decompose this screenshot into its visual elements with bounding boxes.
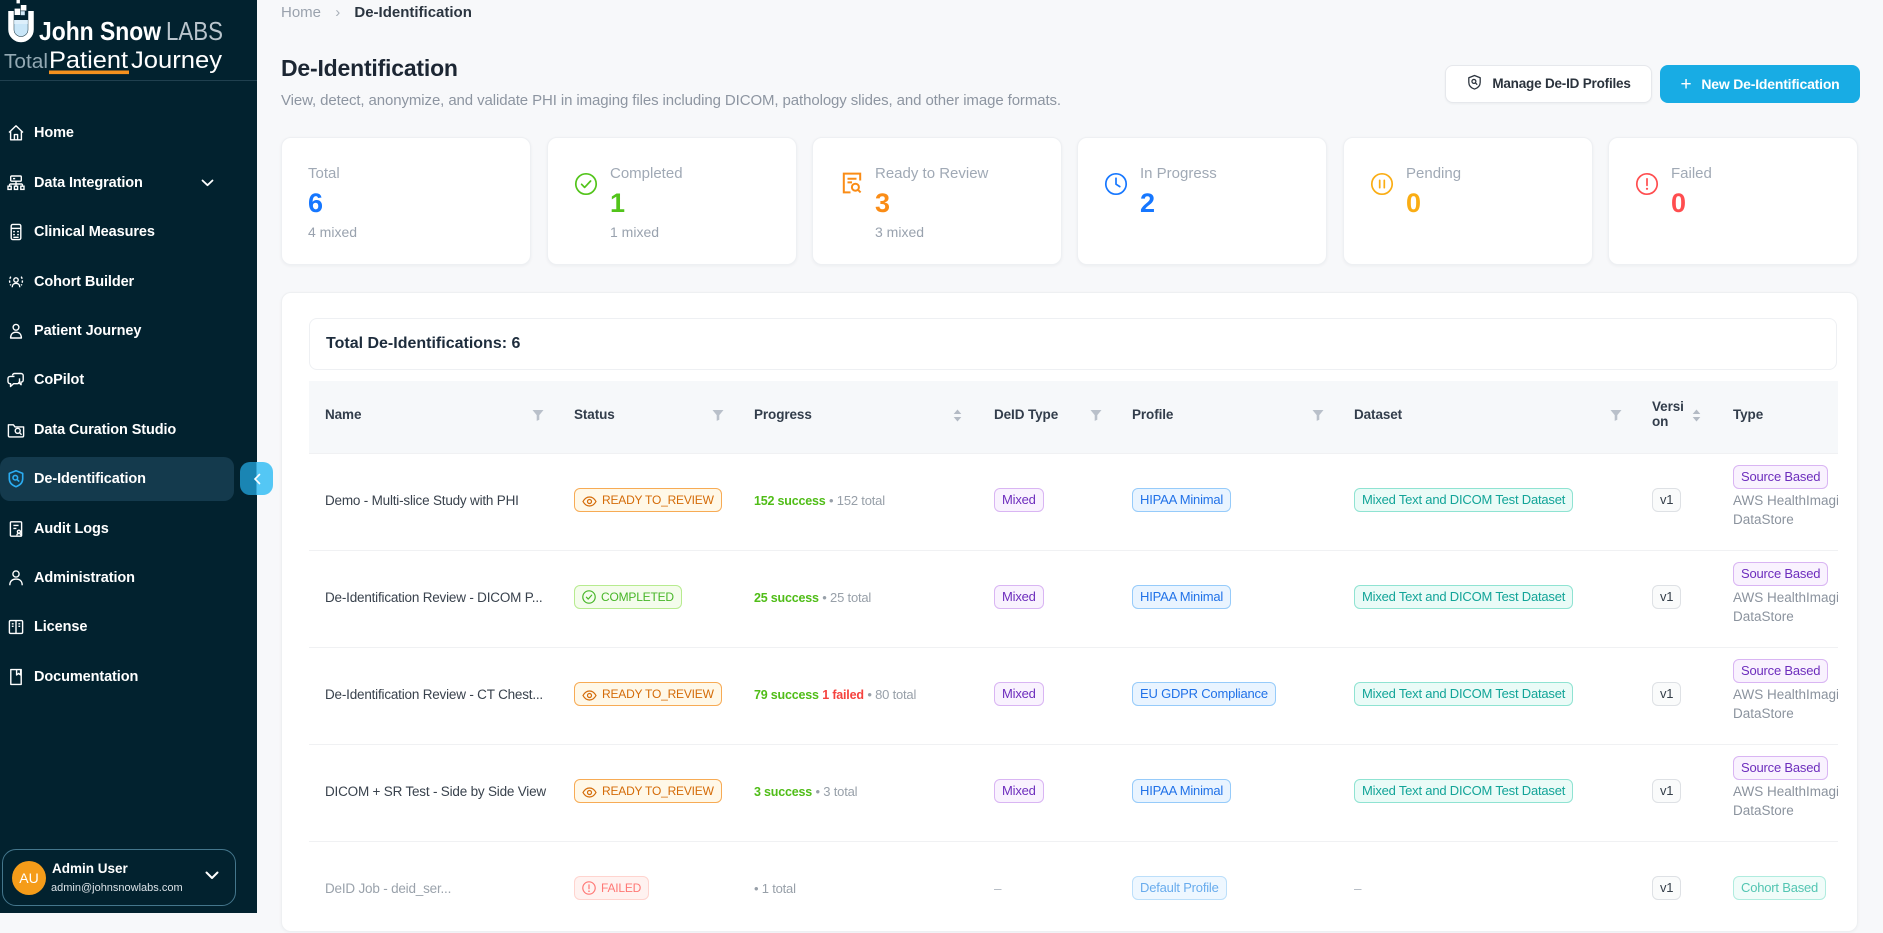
svg-text:Total: Total <box>4 51 48 73</box>
svg-text:LABS: LABS <box>166 16 223 46</box>
svg-text:Journey: Journey <box>131 47 222 74</box>
svg-text:John Snow: John Snow <box>39 16 162 46</box>
svg-text:Patient: Patient <box>49 47 128 74</box>
